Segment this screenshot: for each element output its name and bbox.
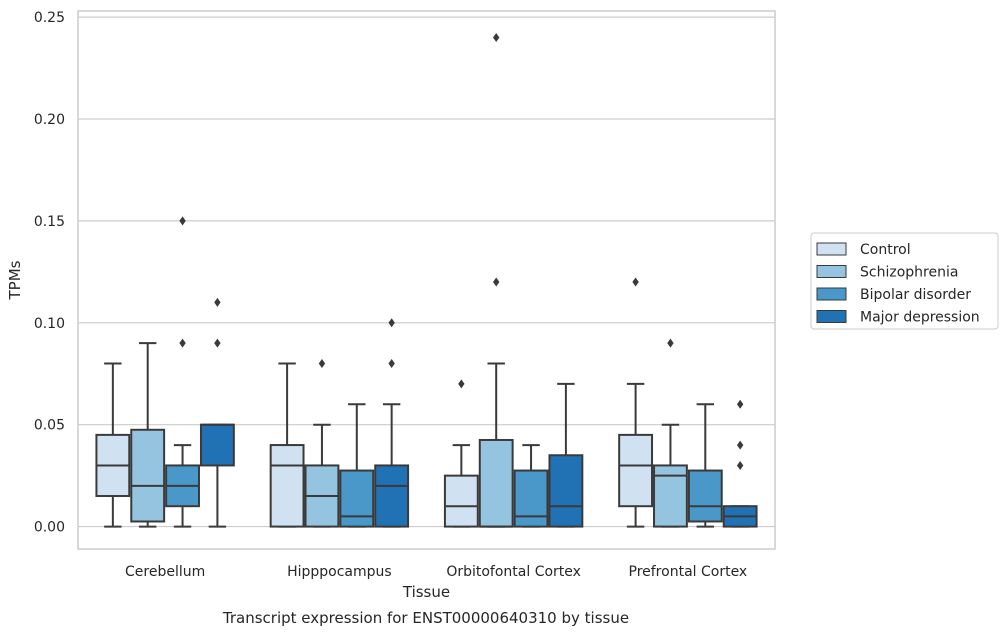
legend-label: Major depression (860, 310, 980, 326)
legend-item: Bipolar disorder (816, 287, 971, 303)
x-tick-label: Hipppocampus (287, 564, 392, 580)
legend-label: Bipolar disorder (860, 287, 971, 303)
box-2-1 (478, 32, 514, 528)
box-iqr (269, 444, 305, 528)
y-tick-labels: 0.00 0.05 0.10 0.15 0.20 0.25 (34, 10, 65, 535)
box-iqr (618, 433, 654, 508)
box-3-2 (687, 403, 723, 528)
x-tick-label: Cerebellum (125, 564, 205, 580)
legend-swatch (816, 310, 847, 323)
x-tick-labels: Cerebellum Hipppocampus Orbitofontal Corte… (125, 564, 747, 580)
outlier-point (458, 379, 465, 389)
plot-frame (77, 10, 776, 550)
box-iqr (513, 469, 549, 528)
box-1-0 (269, 362, 305, 528)
box-0-1 (130, 342, 166, 528)
y-tick-label: 0.05 (34, 418, 65, 434)
legend-swatch (816, 242, 847, 256)
box-1-3 (374, 318, 410, 528)
legend-label: Control (860, 242, 911, 258)
box-iqr (374, 464, 410, 528)
outlier-point (214, 338, 221, 348)
box-3-3 (722, 399, 758, 528)
box-iqr (548, 454, 584, 528)
box-3-0 (618, 277, 654, 528)
box-2-2 (513, 444, 549, 528)
outlier-point (179, 216, 186, 226)
box-iqr (443, 474, 479, 528)
legend-frame (810, 232, 999, 330)
outlier-point (214, 297, 221, 307)
outlier-point (736, 440, 744, 450)
outlier-point (493, 32, 500, 42)
box-2-3 (548, 382, 584, 528)
y-tick-label: 0.00 (34, 520, 65, 536)
box-0-0 (95, 362, 131, 528)
box-3-1 (653, 338, 688, 528)
box-iqr (687, 469, 723, 523)
x-axis-label: Tissue (402, 583, 450, 601)
legend-item: Major depression (816, 310, 980, 326)
outlier-point (179, 338, 186, 348)
legend-item: Schizophrenia (816, 265, 958, 281)
legend: Control Schizophrenia Bipolar disorder Majo… (810, 232, 999, 330)
legend-item: Control (816, 242, 911, 258)
y-tick-label: 0.15 (34, 214, 65, 230)
box-iqr (130, 428, 166, 523)
outlier-point (667, 338, 674, 348)
box-iqr (653, 464, 688, 528)
outlier-point (493, 277, 500, 287)
y-tick-label: 0.20 (34, 112, 65, 128)
box-iqr (199, 423, 235, 467)
outlier-point (736, 460, 744, 470)
legend-swatch (816, 287, 847, 301)
x-tick-label: Orbitofontal Cortex (446, 564, 581, 580)
y-axis-label: TPMs (6, 260, 24, 300)
y-tick-label: 0.25 (34, 10, 65, 26)
outlier-point (318, 359, 326, 369)
chart-caption: Transcript expression for ENST0000064031… (222, 609, 629, 627)
box-iqr (339, 469, 375, 528)
box-1-1 (304, 359, 340, 528)
outlier-point (632, 277, 639, 287)
outlier-point (388, 359, 395, 369)
x-tick-label: Prefrontal Cortex (629, 564, 748, 580)
box-iqr (478, 438, 514, 528)
box-1-2 (339, 403, 375, 528)
box-0-3 (199, 297, 235, 528)
box-0-2 (165, 216, 200, 528)
box-groups (95, 32, 758, 528)
y-tick-label: 0.10 (34, 316, 65, 332)
box-2-0 (443, 379, 479, 528)
legend-swatch (816, 265, 847, 278)
outlier-point (736, 399, 744, 409)
legend-label: Schizophrenia (860, 265, 958, 281)
outlier-point (388, 318, 395, 328)
